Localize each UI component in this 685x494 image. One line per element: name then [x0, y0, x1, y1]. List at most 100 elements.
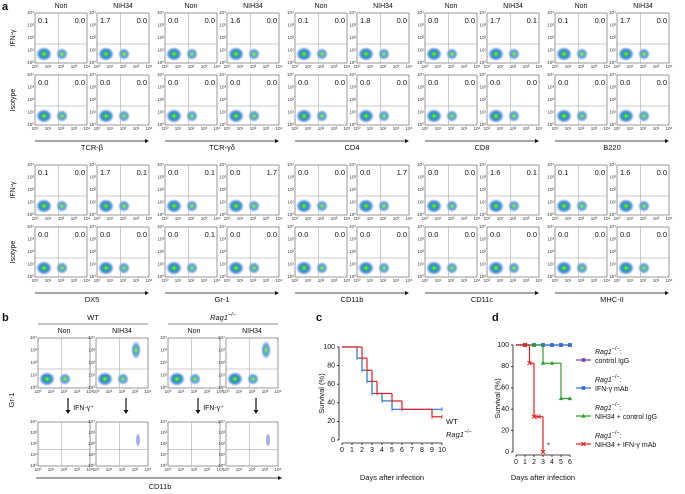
flow-y-tick: 10⁰ — [417, 212, 424, 217]
flow-y-tick: 10⁰ — [609, 274, 616, 279]
flow-x-tick: 10¹ — [237, 216, 244, 221]
flow-x-tick: 10² — [58, 64, 65, 69]
data-point — [558, 396, 564, 401]
flow-y-tick: 10¹ — [349, 110, 356, 115]
quadrant-value: 0.1 — [205, 230, 215, 239]
y-tick-label: 0 — [505, 449, 509, 456]
data-point — [531, 414, 537, 420]
flow-y-tick: 10⁰ — [157, 60, 164, 65]
flow-y-tick: 10¹ — [157, 110, 164, 115]
flow-x-tick: 10³ — [262, 467, 269, 472]
quadrant-value: 0.0 — [168, 78, 178, 87]
flow-y-tick: 10³ — [479, 23, 486, 28]
flow-x-tick: 10³ — [71, 216, 78, 221]
quadrant-value: 0.1 — [38, 168, 48, 177]
flow-y-tick: 10⁰ — [609, 212, 616, 217]
flow-y-tick: 10⁴ — [27, 162, 34, 167]
condition-header: NIH34 — [112, 328, 132, 335]
flow-x-tick: 10⁰ — [162, 64, 169, 69]
flow-x-tick: 10⁰ — [224, 278, 231, 283]
quadrant-value: 0.0 — [397, 78, 407, 87]
cell-population — [98, 199, 114, 213]
cell-population — [59, 373, 71, 385]
flow-x-tick: 10³ — [71, 64, 78, 69]
cell-population — [446, 262, 458, 274]
flow-y-tick: 10¹ — [89, 262, 96, 267]
cell-population — [426, 261, 442, 275]
flow-x-tick: 10² — [250, 126, 257, 131]
flow-y-tick: 10² — [27, 97, 34, 102]
cell-population — [488, 199, 504, 213]
flow-y-tick: 10¹ — [160, 373, 167, 378]
flow-x-tick: 10⁴ — [474, 216, 481, 221]
flow-x-tick: 10² — [318, 126, 325, 131]
y-axis-label: Gr-1 — [7, 393, 16, 408]
flow-y-tick: 10⁴ — [218, 335, 225, 340]
y-tick-label: 40 — [501, 406, 509, 413]
flow-y-tick: 10⁰ — [479, 212, 486, 217]
flow-y-tick: 10⁴ — [479, 10, 486, 15]
flow-x-tick: 10¹ — [45, 278, 52, 283]
flow-x-tick: 10³ — [461, 64, 468, 69]
panel-label: a — [2, 1, 9, 13]
flow-x-tick: 10² — [250, 216, 257, 221]
flow-x-tick: 10¹ — [497, 64, 504, 69]
x-tick-label: 7 — [410, 447, 414, 454]
flow-y-tick: 10⁰ — [287, 274, 294, 279]
flow-x-tick: 10¹ — [106, 389, 113, 394]
condition-header: NIH34 — [242, 328, 262, 335]
flow-x-tick: 10¹ — [627, 216, 634, 221]
cell-population — [618, 261, 634, 275]
flow-y-tick: 10⁴ — [160, 419, 167, 424]
flow-y-tick: 10⁴ — [218, 419, 225, 424]
genotype-label: Rag1−/− — [446, 429, 472, 439]
arrow-head — [253, 410, 259, 414]
cell-population — [136, 434, 140, 446]
flow-y-tick: 10⁰ — [157, 274, 164, 279]
flow-y-tick: 10¹ — [88, 452, 95, 457]
condition-header: NIH34 — [243, 3, 263, 10]
flow-x-tick: 10⁴ — [276, 126, 283, 131]
quadrant-value: 1.7 — [267, 168, 277, 177]
quadrant-value: 0.1 — [527, 16, 537, 25]
flow-x-tick: 10⁴ — [666, 126, 673, 131]
flow-x-tick: 10¹ — [107, 64, 114, 69]
flow-x-tick: 10³ — [461, 278, 468, 283]
flow-x-tick: 10² — [188, 216, 195, 221]
flow-y-tick: 10² — [479, 97, 486, 102]
flow-x-tick: 10² — [250, 278, 257, 283]
flow-y-tick: 10² — [218, 441, 225, 446]
flow-y-tick: 10² — [349, 249, 356, 254]
x-tick-label: 5 — [559, 459, 563, 466]
flow-x-tick: 10⁰ — [94, 64, 101, 69]
label-tail: : — [620, 405, 622, 412]
cell-population — [446, 200, 458, 212]
flow-x-tick: 10² — [510, 278, 517, 283]
flow-y-tick: 10⁴ — [287, 162, 294, 167]
quadrant-value: 0.0 — [428, 16, 438, 25]
flow-y-tick: 10³ — [479, 85, 486, 90]
flow-x-tick: 10⁰ — [223, 467, 230, 472]
flow-x-tick: 10¹ — [107, 278, 114, 283]
gene-name: Rag1 — [446, 430, 464, 439]
cell-population — [488, 261, 504, 275]
cell-population — [446, 48, 458, 60]
cell-population — [378, 200, 390, 212]
flow-x-tick: 10⁰ — [422, 64, 429, 69]
flow-y-tick: 10⁴ — [89, 72, 96, 77]
cell-population — [556, 47, 572, 61]
flow-y-tick: 10⁰ — [89, 60, 96, 65]
cell-population — [358, 47, 374, 61]
flow-y-tick: 10¹ — [479, 48, 486, 53]
flow-y-tick: 10⁴ — [27, 224, 34, 229]
cell-population — [118, 200, 130, 212]
flow-x-tick: 10⁴ — [536, 126, 543, 131]
arrow-head — [195, 410, 201, 414]
flow-y-tick: 10⁰ — [88, 385, 95, 390]
cell-population — [36, 47, 52, 61]
data-point — [549, 360, 555, 365]
flow-x-tick: 10¹ — [48, 467, 55, 472]
x-tick-label: 6 — [568, 459, 572, 466]
flow-y-tick: 10¹ — [417, 48, 424, 53]
flow-x-tick: 10¹ — [107, 216, 114, 221]
